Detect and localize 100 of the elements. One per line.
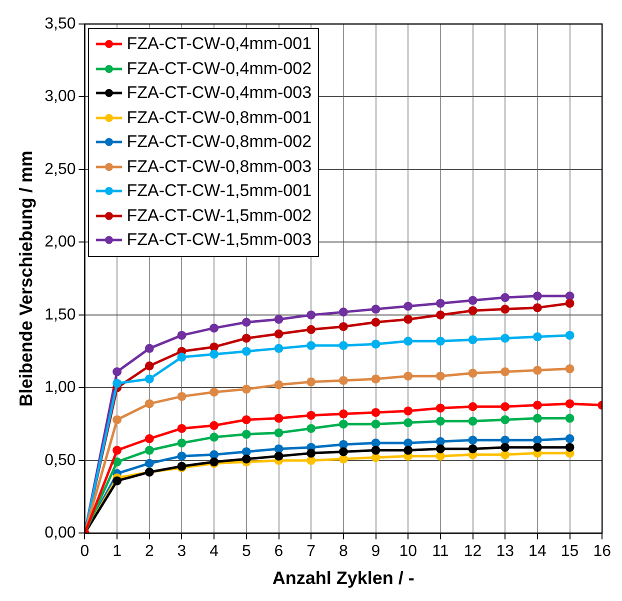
point: [144, 446, 154, 455]
point: [338, 322, 348, 332]
point: [306, 325, 316, 334]
x-tick-label: 12: [464, 543, 482, 560]
x-tick-label: 9: [371, 543, 380, 560]
point: [144, 361, 154, 370]
point: [144, 434, 154, 444]
point: [532, 400, 542, 410]
x-tick-label: 4: [210, 543, 219, 560]
point: [500, 415, 510, 424]
point: [532, 292, 542, 301]
y-tick-label: 2,50: [44, 160, 76, 178]
point: [306, 410, 316, 420]
point: [371, 340, 380, 349]
point: [404, 302, 413, 311]
point: [436, 336, 445, 346]
point: [112, 415, 122, 424]
point: [210, 388, 219, 397]
y-tick-label: 2,00: [44, 234, 76, 251]
x-tick-label: 8: [338, 543, 348, 560]
legend-label: FZA-CT-CW-0,4mm-003: [126, 82, 312, 104]
point: [306, 310, 316, 320]
x-tick-label: 3: [177, 543, 186, 560]
point: [177, 424, 186, 433]
point: [468, 368, 478, 378]
point: [500, 304, 510, 314]
point: [468, 402, 478, 412]
point: [338, 409, 348, 418]
point: [338, 420, 348, 429]
x-tick-label: 10: [399, 543, 418, 560]
point: [404, 446, 413, 455]
point: [306, 341, 316, 350]
x-tick-label: 6: [274, 543, 284, 560]
point: [274, 329, 284, 338]
point: [177, 438, 186, 448]
y-tick-label: 1,00: [44, 379, 76, 396]
point: [274, 414, 284, 423]
point: [306, 377, 316, 386]
point: [144, 344, 154, 353]
point: [468, 416, 478, 426]
point: [242, 415, 251, 424]
point: [404, 418, 413, 428]
point: [532, 332, 542, 342]
x-tick-label: 1: [112, 543, 122, 560]
point: [404, 314, 413, 324]
point: [371, 374, 380, 384]
x-tick-label: 5: [242, 543, 251, 560]
point: [565, 414, 574, 423]
point: [532, 414, 542, 423]
y-tick-label: 0,00: [44, 524, 76, 542]
point: [532, 442, 542, 452]
point: [436, 404, 445, 413]
point: [144, 399, 154, 408]
point: [338, 308, 348, 317]
x-tick-label: 7: [306, 543, 316, 560]
legend-label: FZA-CT-CW-1,5mm-001: [126, 180, 312, 202]
point: [338, 341, 348, 350]
point: [242, 318, 251, 327]
point: [371, 446, 380, 455]
point: [404, 372, 413, 381]
point: [565, 442, 574, 452]
point: [500, 334, 510, 343]
point: [468, 296, 478, 305]
point: [436, 298, 445, 308]
x-tick-label: 2: [144, 543, 154, 560]
point: [210, 350, 219, 359]
x-tick-label: 11: [432, 543, 449, 560]
y-tick-label: 1,50: [44, 306, 76, 324]
point: [500, 293, 510, 302]
point: [210, 342, 219, 352]
point: [112, 446, 122, 455]
point: [532, 366, 542, 375]
point: [468, 306, 478, 316]
legend-label: FZA-CT-CW-0,8mm-001: [126, 106, 312, 128]
point: [242, 346, 251, 356]
point: [468, 436, 478, 445]
point: [565, 298, 574, 308]
point: [565, 330, 574, 340]
point: [404, 438, 413, 448]
point: [565, 399, 574, 408]
x-tick-label: 15: [560, 543, 579, 560]
y-tick-label: 3,00: [44, 88, 76, 106]
point: [210, 324, 219, 333]
point: [274, 314, 284, 324]
x-tick-label: 13: [496, 543, 514, 560]
legend-label: FZA-CT-CW-1,5mm-003: [126, 229, 312, 251]
point: [306, 424, 316, 433]
legend-label: FZA-CT-CW-0,4mm-001: [126, 33, 312, 55]
legend-label: FZA-CT-CW-0,8mm-002: [126, 131, 312, 153]
x-axis-title: Anzahl Zyklen / -: [272, 568, 414, 588]
point: [338, 376, 348, 385]
point: [242, 430, 251, 439]
legend-label: FZA-CT-CW-0,4mm-002: [126, 58, 312, 80]
x-tick-label: 0: [80, 543, 90, 560]
point: [565, 364, 574, 374]
point: [338, 440, 348, 449]
point: [242, 454, 251, 464]
legend-label: FZA-CT-CW-0,8mm-003: [126, 156, 312, 178]
point: [468, 444, 478, 454]
point: [436, 372, 445, 381]
